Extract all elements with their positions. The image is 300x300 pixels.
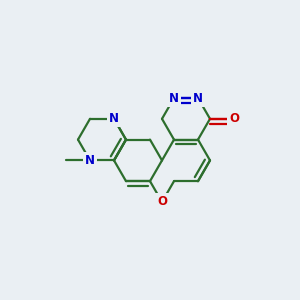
Text: O: O: [229, 112, 239, 125]
Text: N: N: [109, 112, 119, 125]
Text: N: N: [193, 92, 203, 104]
Text: N: N: [85, 154, 95, 167]
Text: O: O: [157, 196, 167, 208]
Text: N: N: [169, 92, 179, 104]
